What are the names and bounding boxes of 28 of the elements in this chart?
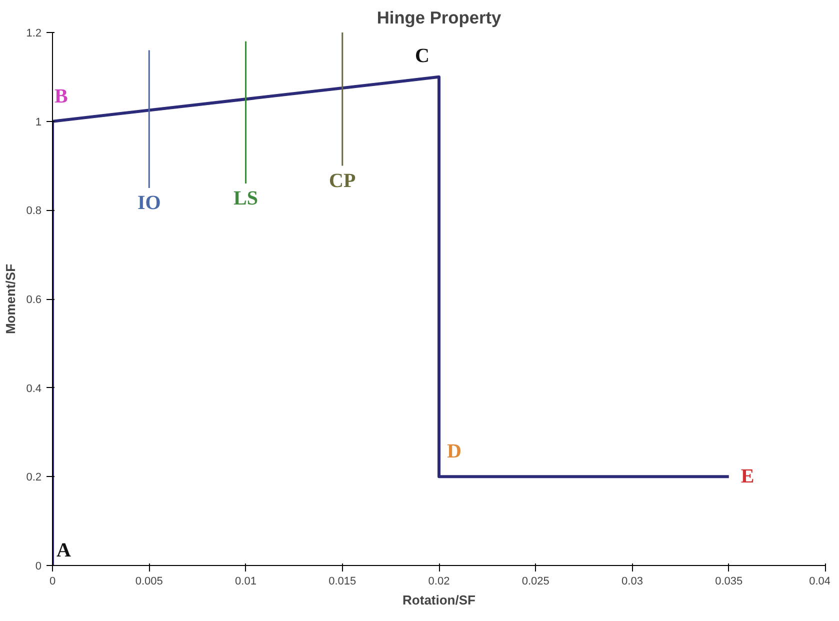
line-series [52,75,730,566]
annotation: E [740,466,754,488]
y-tick-label: 0 [35,560,42,572]
y-axis-title: Moment/SF [3,264,18,334]
series-label: IO [137,192,161,214]
x-tick-label: 0.035 [715,576,743,588]
x-tick-label: 0.015 [328,576,356,588]
series-label: CP [329,170,356,192]
y-tick-label: 0.4 [26,382,42,395]
x-tick-label: 0.025 [522,576,550,588]
x-tick-label: 0.01 [235,576,256,588]
chart-title: Hinge Property [376,8,502,28]
annotation: C [415,44,430,67]
x-tick-label: 0.005 [135,576,163,588]
annotation: D [447,440,462,463]
y-tick-label: 1 [35,116,42,128]
annotation: B [54,85,68,108]
x-axis-title: Rotation/SF [402,592,476,608]
x-tick-label: 0.02 [428,576,450,588]
x-tick-label: 0 [49,576,56,588]
annotation: A [56,540,72,562]
y-tick-label: 0.8 [26,205,42,218]
x-tick-label: 0.04 [809,576,831,588]
y-tick-label: 1.2 [26,28,42,40]
y-tick-label: 0.2 [26,472,42,484]
series-label: LS [234,188,258,210]
y-tick-label: 0.6 [26,294,42,306]
x-tick-label: 0.03 [622,576,643,588]
